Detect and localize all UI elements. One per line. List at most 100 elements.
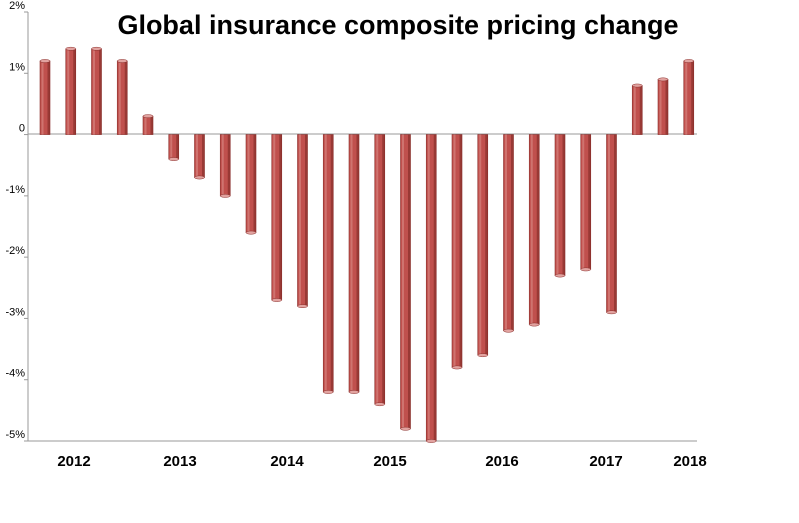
- bar: [348, 134, 360, 394]
- bar-shade: [150, 116, 153, 135]
- bar: [65, 46, 77, 135]
- x-tick-label: 2013: [163, 453, 196, 470]
- bar-highlight: [427, 134, 430, 442]
- bar-cap: [142, 114, 154, 119]
- bar-cap: [323, 390, 334, 394]
- bar-shade: [536, 134, 540, 325]
- y-tick-label: 0: [19, 123, 25, 135]
- bar: [142, 114, 154, 135]
- bar-shade: [433, 134, 437, 442]
- bar-cap: [220, 194, 231, 198]
- bar-cap: [39, 59, 51, 63]
- bar-highlight: [324, 134, 327, 392]
- bar-cap: [580, 267, 591, 272]
- bar-cap: [245, 230, 257, 235]
- bar-shade: [176, 134, 179, 160]
- bar: [374, 134, 386, 407]
- bar-cap: [271, 298, 282, 302]
- x-tick-label: 2017: [589, 453, 622, 470]
- bar-highlight: [633, 85, 636, 135]
- bar: [219, 134, 231, 198]
- bar-highlight: [221, 134, 224, 196]
- bar: [245, 134, 257, 235]
- bar: [580, 134, 592, 272]
- bar-shade: [588, 134, 591, 270]
- bar-highlight: [67, 48, 70, 135]
- bar-highlight: [247, 134, 250, 233]
- bar-highlight: [170, 134, 173, 160]
- bar-highlight: [479, 134, 482, 356]
- bar-shade: [485, 134, 488, 356]
- bar: [400, 134, 411, 431]
- bar-shade: [562, 134, 565, 276]
- bar-cap: [91, 46, 102, 51]
- bar-shade: [356, 134, 359, 392]
- bar: [116, 59, 128, 135]
- y-axis-ticks: 2% 1% 0 -1% -2% -3% -4% -5%: [5, 0, 28, 442]
- bar-cap: [348, 390, 360, 394]
- y-tick-label: -2%: [5, 245, 25, 257]
- x-tick-label: 2014: [270, 453, 304, 470]
- bar-highlight: [299, 134, 301, 307]
- bar-shade: [124, 61, 128, 135]
- bar: [503, 134, 514, 333]
- bar-highlight: [608, 134, 610, 313]
- bar: [528, 134, 540, 327]
- bar-shade: [202, 134, 205, 178]
- bar-cap: [374, 402, 385, 407]
- bar: [297, 134, 308, 309]
- bar-shade: [227, 134, 231, 196]
- bar-cap: [632, 83, 643, 88]
- x-tick-label: 2015: [373, 453, 406, 470]
- bar-highlight: [556, 134, 559, 276]
- bar: [606, 134, 617, 315]
- bar-cap: [194, 175, 205, 180]
- bar-cap: [297, 304, 308, 309]
- chart-title: Global insurance composite pricing chang…: [117, 10, 678, 40]
- bar-shade: [639, 85, 643, 135]
- bar-cap: [606, 310, 617, 315]
- bar-highlight: [659, 79, 662, 135]
- bar: [554, 134, 566, 278]
- bar-highlight: [273, 134, 276, 301]
- bar: [39, 59, 51, 135]
- bar: [683, 59, 695, 135]
- bar-highlight: [41, 61, 44, 135]
- bar-highlight: [196, 134, 198, 178]
- x-tick-label: 2018: [673, 453, 706, 470]
- bar-cap: [65, 46, 76, 51]
- bar-highlight: [505, 134, 507, 331]
- x-axis-ticks: 2012 2013 2014 2015 2016 2017 2018: [57, 453, 706, 470]
- bar-cap: [168, 157, 179, 161]
- bar: [451, 134, 463, 370]
- y-tick-label: -4%: [5, 368, 25, 380]
- bar-highlight: [402, 134, 404, 429]
- bar-cap: [503, 328, 514, 333]
- bar-cap: [477, 353, 488, 358]
- bar-cap: [426, 439, 437, 443]
- x-tick-label: 2016: [485, 453, 518, 470]
- bar-cap: [657, 77, 669, 82]
- bar-cap: [529, 322, 540, 327]
- bar-highlight: [350, 134, 353, 392]
- bar-cap: [400, 426, 411, 431]
- bar-shade: [614, 134, 617, 313]
- y-tick-label: 2%: [9, 0, 25, 12]
- bar-highlight: [582, 134, 585, 270]
- y-tick-label: 1%: [9, 61, 25, 73]
- bar-highlight: [144, 116, 147, 135]
- bar-shade: [459, 134, 462, 368]
- bar-highlight: [685, 61, 688, 135]
- bar: [168, 134, 180, 161]
- bar-highlight: [93, 48, 95, 135]
- bar-shade: [99, 48, 102, 135]
- y-tick-label: -1%: [5, 184, 25, 196]
- bar-shade: [253, 134, 256, 233]
- bar-shade: [47, 61, 50, 135]
- bar-cap: [451, 365, 463, 370]
- bar: [91, 46, 102, 135]
- bars-group: [39, 46, 695, 443]
- bar-cap: [554, 273, 566, 278]
- bar-cap: [117, 59, 128, 63]
